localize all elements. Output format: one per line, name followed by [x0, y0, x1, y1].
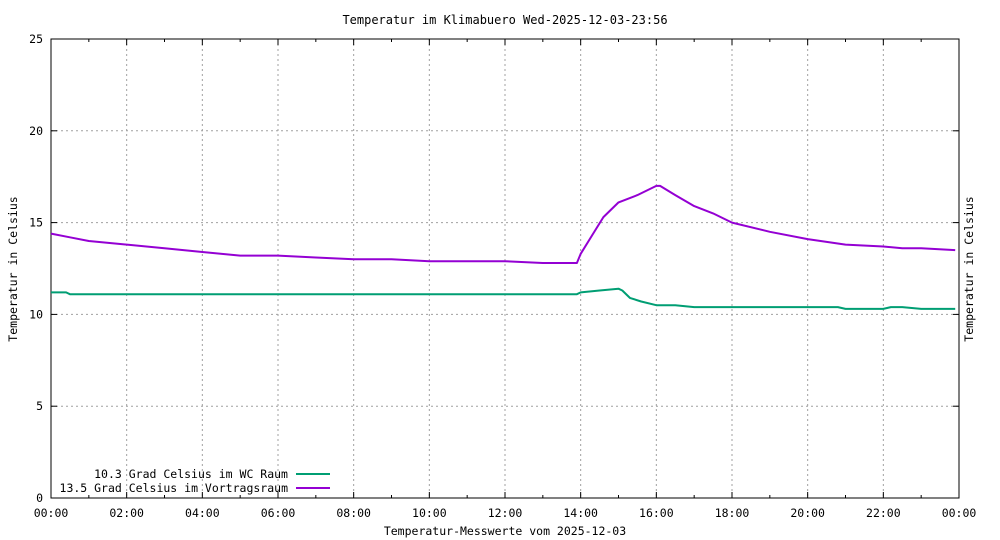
- x-tick-label: 18:00: [715, 506, 750, 520]
- x-tick-label: 14:00: [563, 506, 598, 520]
- y-tick-label: 5: [36, 399, 43, 413]
- x-tick-label: 00:00: [942, 506, 977, 520]
- y2-axis-label: Temperatur in Celsius: [962, 196, 976, 341]
- plot-frame: [50, 38, 960, 499]
- x-tick-label: 00:00: [34, 506, 69, 520]
- series-line-2: [50, 184, 956, 264]
- x-tick-label: 12:00: [488, 506, 523, 520]
- legend-label-2: 13.5 Grad Celsius im Vortragsraum: [60, 481, 289, 495]
- y-tick-label: 10: [29, 307, 43, 321]
- series-layer: [50, 184, 956, 310]
- y-axis-label: Temperatur in Celsius: [6, 196, 20, 341]
- axes: 00:00 02:00 04:00 06:00 08:00 10:00 12:00 14:00…: [29, 32, 976, 520]
- chart-title: Temperatur im Klimabuero Wed-2025-12-03-…: [342, 13, 667, 27]
- x-tick-label: 10:00: [412, 506, 447, 520]
- y-tick-label: 15: [29, 216, 43, 230]
- series-line-1: [51, 287, 956, 310]
- y-tick-label: 25: [29, 32, 43, 46]
- x-tick-label: 08:00: [336, 506, 371, 520]
- y-tick-label: 0: [36, 491, 43, 505]
- x-axis-label: Temperatur-Messwerte vom 2025-12-03: [384, 524, 626, 538]
- x-tick-label: 06:00: [261, 506, 296, 520]
- y-tick-label: 20: [29, 124, 43, 138]
- x-tick-label: 16:00: [639, 506, 674, 520]
- x-tick-label: 04:00: [185, 506, 220, 520]
- legend-label-1: 10.3 Grad Celsius im WC Raum: [94, 467, 288, 481]
- grid: [51, 39, 959, 498]
- x-tick-label: 02:00: [109, 506, 144, 520]
- x-tick-label: 22:00: [866, 506, 901, 520]
- x-tick-label: 20:00: [790, 506, 825, 520]
